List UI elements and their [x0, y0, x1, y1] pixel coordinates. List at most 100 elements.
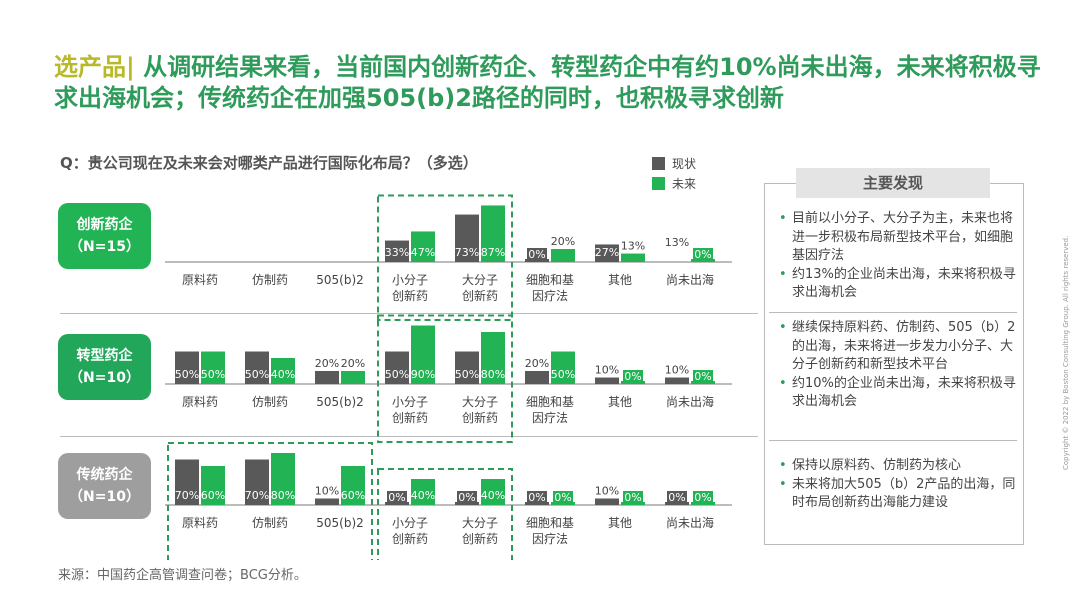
group-name: 转型药企: [76, 348, 133, 364]
category-label: 原料药: [182, 273, 218, 287]
group-name: 传统药企: [76, 467, 133, 483]
bar-future: [341, 466, 365, 505]
category-label: 创新药: [392, 531, 428, 546]
title-text: 从调研结果来看，当前国内创新药企、转型药企中有约10%尚未出海，未来将积极寻求出…: [54, 53, 1041, 112]
data-label: 0%: [554, 491, 571, 504]
bar-future: [201, 351, 225, 384]
category-label: 尚未出海: [666, 515, 714, 530]
bar-current: [245, 351, 269, 384]
findings-heading: 主要发现: [796, 168, 990, 198]
category-label: 原料药: [182, 516, 218, 530]
data-label: 50%: [201, 368, 225, 381]
category-label: 小分子: [392, 395, 428, 409]
data-label-bg: [527, 248, 547, 261]
data-label: 40%: [481, 489, 505, 502]
data-label: 40%: [411, 489, 435, 502]
category-label: 505(b)2: [316, 273, 364, 287]
finding-item: 保持以原料药、仿制药为核心: [773, 457, 1017, 476]
chart-legend: 现状 未来: [652, 153, 696, 193]
highlight-box: [167, 442, 373, 560]
data-label: 20%: [341, 357, 365, 370]
category-label: 大分子: [462, 273, 498, 287]
findings-block-traditional: 保持以原料药、仿制药为核心 未来将加大505（b）2产品的出海，同时布局创新药出…: [773, 457, 1017, 513]
bar-current: [315, 371, 339, 384]
group-sample: （N=15）: [69, 239, 140, 255]
legend-swatch-future: [652, 176, 665, 190]
bar-future: [411, 479, 435, 505]
category-label: 505(b)2: [316, 395, 364, 409]
data-label-bg: [667, 491, 687, 504]
data-label-bg: [527, 491, 547, 504]
category-label: 尚未出海: [666, 272, 714, 287]
findings-block-transforming: 继续保持原料药、仿制药、505（b）2的出海，未来将进一步发力小分子、大分子创新…: [773, 319, 1017, 412]
bar-future: [551, 249, 575, 262]
finding-item: 未来将加大505（b）2产品的出海，同时布局创新药出海能力建设: [773, 476, 1017, 513]
data-label: 20%: [315, 357, 339, 370]
category-label: 其他: [608, 273, 632, 287]
section-divider: [60, 313, 758, 314]
legend-item-current: 现状: [652, 153, 696, 173]
bar-future: [341, 371, 365, 384]
legend-item-future: 未来: [652, 173, 696, 193]
bar-future: [411, 325, 435, 384]
data-label: 10%: [595, 364, 619, 377]
data-label: 20%: [525, 357, 549, 370]
data-label: 60%: [201, 489, 225, 502]
data-label: 70%: [175, 489, 199, 502]
data-label: 50%: [245, 368, 269, 381]
data-label: 10%: [315, 485, 339, 498]
category-label: 因疗法: [532, 532, 568, 546]
data-label: 13%: [621, 240, 645, 253]
category-label: 仿制药: [252, 516, 288, 530]
category-label: 大分子: [462, 395, 498, 409]
section-divider: [60, 436, 758, 437]
data-label: 10%: [595, 485, 619, 498]
category-label: 其他: [608, 395, 632, 409]
category-label: 创新药: [392, 288, 428, 303]
finding-item: 约10%的企业尚未出海，未来将积极寻求出海机会: [773, 375, 1017, 412]
category-label: 因疗法: [532, 289, 568, 303]
data-label: 87%: [481, 246, 505, 259]
data-label: 70%: [245, 489, 269, 502]
data-label-bg: [387, 491, 407, 504]
category-label: 创新药: [462, 410, 498, 425]
finding-item: 约13%的企业尚未出海，未来将积极寻求出海机会: [773, 266, 1017, 303]
data-label-bg: [693, 491, 713, 504]
bar-current: [175, 459, 199, 505]
category-label: 细胞和基: [526, 395, 574, 409]
bar-current: [315, 498, 339, 505]
data-label: 47%: [411, 246, 435, 259]
data-label: 0%: [528, 248, 545, 261]
data-label: 27%: [595, 246, 619, 259]
data-label: 0%: [668, 491, 685, 504]
category-label: 尚未出海: [666, 394, 714, 409]
data-label: 13%: [665, 236, 689, 249]
category-label: 仿制药: [252, 273, 288, 287]
group-name: 创新药企: [76, 217, 133, 233]
category-label: 其他: [608, 516, 632, 530]
data-label-bg: [693, 248, 713, 261]
data-label-bg: [693, 370, 713, 383]
bar-current: [595, 498, 619, 505]
bar-current: [525, 371, 549, 384]
data-label: 80%: [481, 368, 505, 381]
data-label: 73%: [455, 246, 479, 259]
data-label: 50%: [175, 368, 199, 381]
data-label: 0%: [458, 491, 475, 504]
findings-divider: [769, 440, 1017, 441]
category-label: 因疗法: [532, 411, 568, 425]
bar-future: [551, 351, 575, 384]
category-label: 505(b)2: [316, 516, 364, 530]
data-label: 50%: [551, 368, 575, 381]
data-label: 20%: [551, 235, 575, 248]
legend-label-current: 现状: [672, 156, 697, 171]
data-label-bg: [553, 491, 573, 504]
category-label: 创新药: [462, 531, 498, 546]
highlight-box: [377, 468, 513, 560]
category-label: 细胞和基: [526, 273, 574, 287]
category-label: 小分子: [392, 273, 428, 287]
category-label: 小分子: [392, 516, 428, 530]
bar-chart: 33% 47% 73% 87% 0%20%27% 13%0%13%原料药 仿制药 505(b)…: [165, 194, 732, 560]
title-prefix: 选产品|: [54, 53, 135, 81]
data-label: 50%: [385, 368, 409, 381]
